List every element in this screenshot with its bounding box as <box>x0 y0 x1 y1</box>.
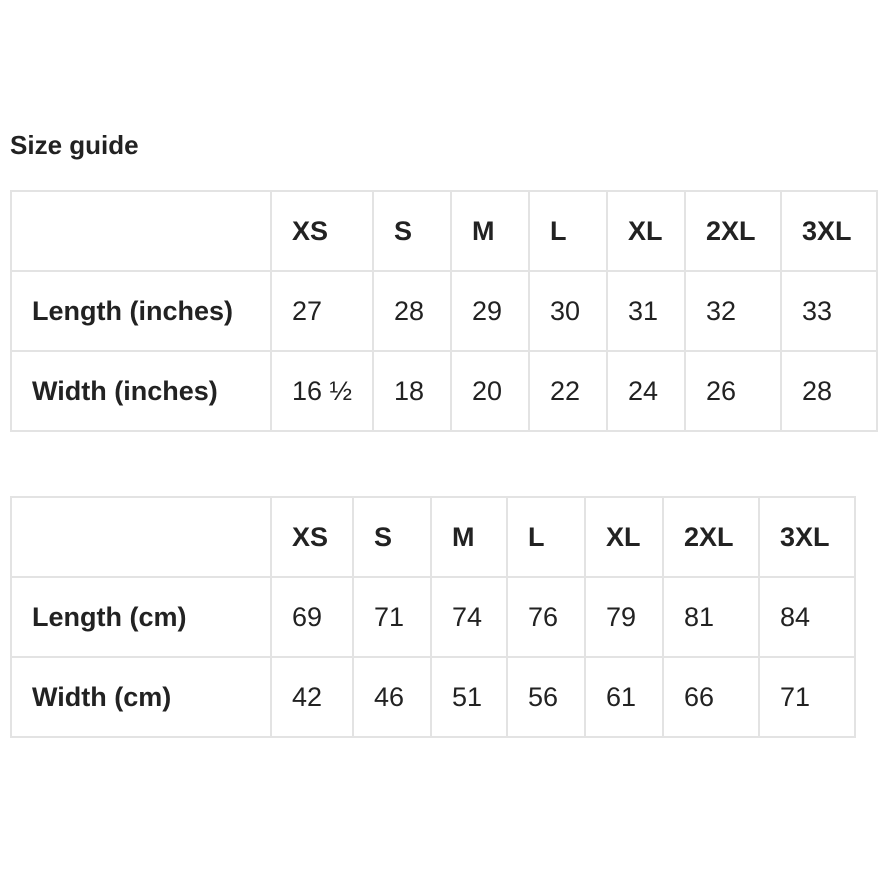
size-header: 2XL <box>662 496 760 578</box>
measurement-cell: 28 <box>372 270 452 352</box>
size-header: XL <box>606 190 686 272</box>
corner-cell <box>10 190 272 272</box>
size-table-inches: XS S M L XL 2XL 3XL Length (inches) 27 28 29 30 31 32… <box>10 190 878 432</box>
size-header: XS <box>270 496 354 578</box>
measurement-cell: 33 <box>780 270 878 352</box>
size-header: S <box>352 496 432 578</box>
measurement-cell: 30 <box>528 270 608 352</box>
table-row: Width (inches) 16 ½ 18 20 22 24 26 28 <box>10 350 878 432</box>
measurement-cell: 71 <box>352 576 432 658</box>
size-header: M <box>430 496 508 578</box>
header-row: XS S M L XL 2XL 3XL <box>10 496 856 578</box>
size-header: L <box>528 190 608 272</box>
measurement-cell: 66 <box>662 656 760 738</box>
measurement-cell: 42 <box>270 656 354 738</box>
measurement-cell: 20 <box>450 350 530 432</box>
row-label: Width (cm) <box>10 656 272 738</box>
row-label: Length (inches) <box>10 270 272 352</box>
measurement-cell: 22 <box>528 350 608 432</box>
size-header: 3XL <box>780 190 878 272</box>
measurement-cell: 74 <box>430 576 508 658</box>
measurement-cell: 79 <box>584 576 664 658</box>
measurement-cell: 51 <box>430 656 508 738</box>
measurement-cell: 76 <box>506 576 586 658</box>
measurement-cell: 29 <box>450 270 530 352</box>
measurement-cell: 69 <box>270 576 354 658</box>
size-header: 2XL <box>684 190 782 272</box>
measurement-cell: 31 <box>606 270 686 352</box>
size-header: XS <box>270 190 374 272</box>
measurement-cell: 27 <box>270 270 374 352</box>
measurement-cell: 46 <box>352 656 432 738</box>
size-header: XL <box>584 496 664 578</box>
size-header: M <box>450 190 530 272</box>
measurement-cell: 71 <box>758 656 856 738</box>
measurement-cell: 32 <box>684 270 782 352</box>
size-table-cm: XS S M L XL 2XL 3XL Length (cm) 69 71 74 76 79 81 84 Wi… <box>10 496 856 738</box>
table-row: Width (cm) 42 46 51 56 61 66 71 <box>10 656 856 738</box>
measurement-cell: 84 <box>758 576 856 658</box>
corner-cell <box>10 496 272 578</box>
page-title: Size guide <box>10 130 139 160</box>
table-row: Length (inches) 27 28 29 30 31 32 33 <box>10 270 878 352</box>
table-row: Length (cm) 69 71 74 76 79 81 84 <box>10 576 856 658</box>
row-label: Width (inches) <box>10 350 272 432</box>
measurement-cell: 81 <box>662 576 760 658</box>
measurement-cell: 18 <box>372 350 452 432</box>
measurement-cell: 56 <box>506 656 586 738</box>
header-row: XS S M L XL 2XL 3XL <box>10 190 878 272</box>
measurement-cell: 61 <box>584 656 664 738</box>
measurement-cell: 26 <box>684 350 782 432</box>
measurement-cell: 24 <box>606 350 686 432</box>
measurement-cell: 28 <box>780 350 878 432</box>
size-header: S <box>372 190 452 272</box>
measurement-cell: 16 ½ <box>270 350 374 432</box>
size-header: 3XL <box>758 496 856 578</box>
row-label: Length (cm) <box>10 576 272 658</box>
size-header: L <box>506 496 586 578</box>
